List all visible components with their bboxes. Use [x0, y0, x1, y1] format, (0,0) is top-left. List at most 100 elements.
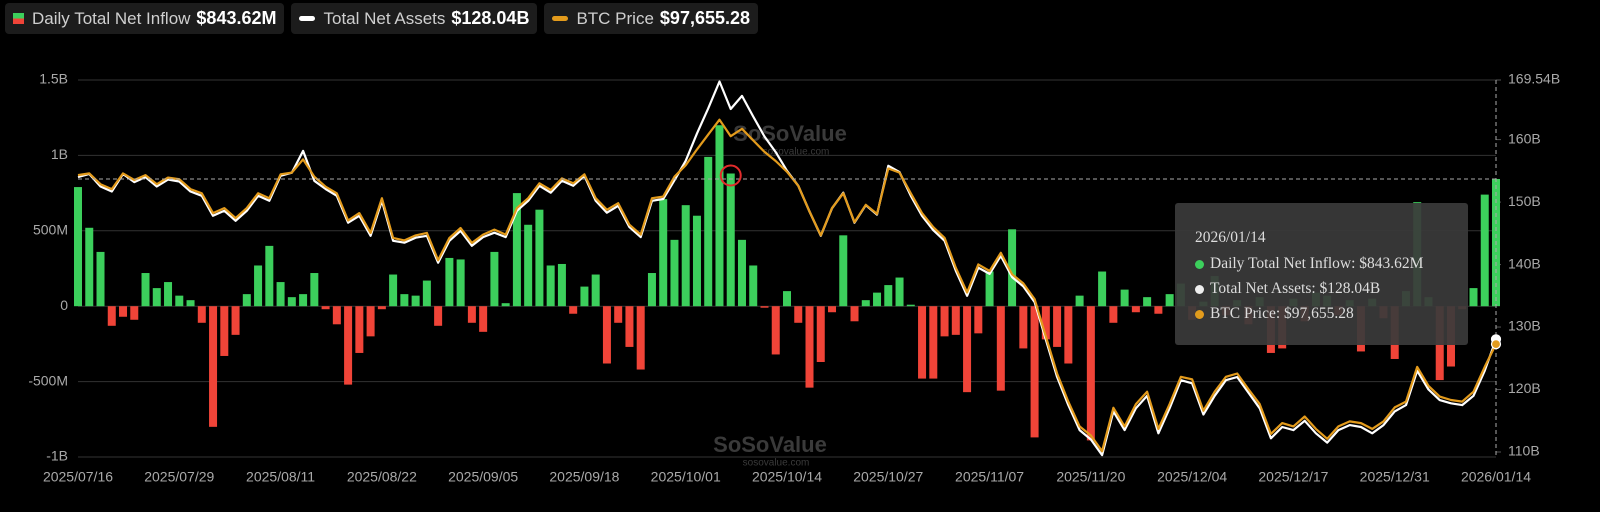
bar	[152, 288, 161, 307]
tooltip-row: BTC Price: $97,655.28	[1195, 305, 1354, 323]
tooltip-text: Total Net Assets: $128.04B	[1210, 280, 1381, 297]
bar	[974, 306, 983, 334]
tooltip-date: 2026/01/14	[1195, 229, 1266, 246]
bar	[164, 282, 173, 307]
tooltip-text: Daily Total Net Inflow: $843.62M	[1210, 255, 1424, 272]
tooltip-dot	[1195, 309, 1204, 319]
bar	[805, 306, 814, 388]
y2-tick-label: 160B	[1508, 130, 1541, 146]
bar	[434, 306, 443, 326]
y2-tick-label: 120B	[1508, 380, 1541, 396]
bar	[310, 273, 319, 307]
bar	[861, 300, 870, 307]
bar	[726, 173, 735, 307]
bar	[569, 306, 578, 314]
bar	[389, 274, 398, 307]
bar	[692, 215, 701, 307]
bar	[985, 271, 994, 307]
legend-label: BTC Price	[576, 8, 654, 28]
bar	[1041, 306, 1050, 340]
bar	[659, 199, 668, 307]
y-tick-label: 0	[60, 297, 68, 313]
legend-label: Daily Total Net Inflow	[32, 8, 191, 28]
bar	[647, 273, 656, 307]
bar	[670, 239, 679, 307]
legend-icon	[299, 16, 316, 21]
bar	[535, 209, 544, 307]
bar	[602, 306, 611, 364]
x-tick-label: 2025/12/17	[1258, 469, 1328, 485]
x-tick-label: 2025/10/27	[853, 469, 923, 485]
bar	[1064, 306, 1073, 364]
bar	[1143, 297, 1152, 307]
tooltip-dot	[1195, 259, 1204, 269]
bar	[636, 306, 645, 370]
tooltip-row: Daily Total Net Inflow: $843.62M	[1195, 255, 1423, 273]
x-tick-label: 2026/01/14	[1461, 469, 1531, 485]
y2-tick-label: 130B	[1508, 318, 1541, 334]
x-tick-label: 2025/07/16	[43, 469, 113, 485]
watermark-url: sosovalue.com	[743, 458, 810, 469]
bar	[625, 306, 634, 347]
bar	[1469, 288, 1478, 307]
bar	[265, 245, 274, 307]
legend-item[interactable]: Daily Total Net Inflow $843.62M	[5, 3, 285, 34]
bar	[175, 295, 184, 307]
legend-icon	[13, 13, 24, 24]
bar	[299, 294, 308, 307]
y-tick-label: 1.5B	[39, 71, 68, 87]
watermark-url: sosovalue.com	[763, 147, 830, 158]
legend-value: $843.62M	[196, 8, 277, 28]
bar	[209, 306, 218, 427]
bar	[242, 294, 251, 307]
watermark: SoSoValue	[713, 432, 827, 457]
tooltip: 2026/01/14 Daily Total Net Inflow: $843.…	[1175, 203, 1468, 345]
bar	[546, 265, 555, 307]
y2-tick-label: 169.54B	[1508, 71, 1560, 87]
bar	[1075, 295, 1084, 307]
bar	[884, 285, 893, 307]
x-tick-label: 2025/12/04	[1157, 469, 1227, 485]
bar	[1098, 271, 1107, 307]
bar	[873, 292, 882, 307]
legend-item[interactable]: BTC Price $97,655.28	[544, 3, 759, 34]
bar	[220, 306, 229, 356]
bar	[580, 286, 589, 307]
bar	[355, 306, 364, 353]
watermark: SoSoValue	[733, 121, 847, 146]
x-tick-label: 2025/08/22	[347, 469, 417, 485]
bar	[422, 280, 431, 307]
bar	[1131, 306, 1140, 313]
bar	[524, 224, 533, 307]
bar	[816, 306, 825, 362]
x-tick-label: 2025/08/11	[246, 469, 315, 485]
bar	[85, 227, 94, 307]
highlight-ring	[719, 164, 742, 187]
bar	[501, 303, 510, 307]
bar	[1053, 306, 1062, 347]
bar	[783, 291, 791, 307]
x-tick-label: 2025/10/01	[651, 469, 721, 485]
line	[77, 118, 1497, 453]
bar	[918, 306, 927, 379]
bar	[321, 306, 330, 310]
bar	[557, 263, 566, 307]
bar	[141, 273, 150, 307]
legend-icon	[552, 16, 569, 21]
x-tick-label: 2025/09/18	[549, 469, 619, 485]
bar	[287, 297, 296, 307]
y-tick-label: -500M	[28, 372, 68, 388]
y2-tick-label: 150B	[1508, 193, 1541, 209]
bar	[951, 306, 960, 335]
bar	[467, 306, 476, 323]
legend-label: Total Net Assets	[323, 8, 446, 28]
x-tick-label: 2025/12/31	[1360, 469, 1430, 485]
bar	[614, 306, 623, 323]
bar	[186, 300, 195, 307]
y2-tick-label: 140B	[1508, 255, 1541, 271]
bar	[794, 306, 803, 323]
bar	[479, 306, 488, 332]
bar	[749, 265, 758, 307]
legend-item[interactable]: Total Net Assets $128.04B	[291, 3, 538, 34]
end-point	[1490, 339, 1502, 350]
